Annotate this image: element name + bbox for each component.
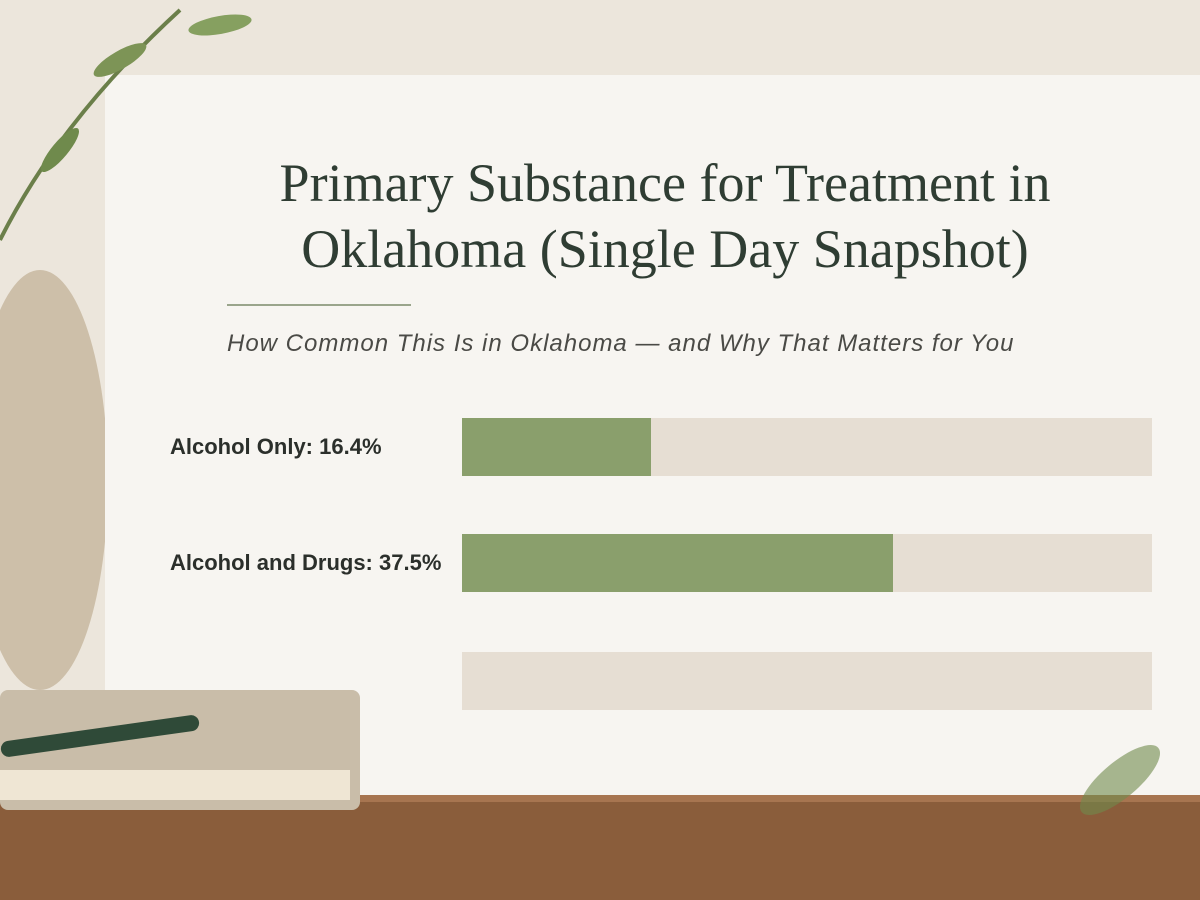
title-rule	[227, 304, 411, 306]
value-label: 37.5%	[379, 550, 442, 575]
leaf	[1079, 745, 1161, 815]
bar	[462, 534, 894, 592]
bar-track	[462, 534, 1152, 592]
category-label: Alcohol and Drugs:	[170, 550, 373, 575]
bar-track	[462, 652, 1152, 710]
category-label: Alcohol Only:	[170, 434, 313, 459]
chart-title: Primary Substance for Treatment in Oklah…	[279, 153, 1051, 279]
bar	[462, 418, 651, 476]
leaf	[40, 127, 80, 173]
bar-track	[462, 418, 1152, 476]
branch	[0, 8, 182, 241]
subtitle: How Common This Is in Oklahoma — and Why…	[227, 330, 1015, 357]
pen	[0, 715, 200, 757]
leaf	[188, 14, 252, 36]
bar-label: Alcohol and Drugs: 37.5%	[170, 534, 441, 592]
vase	[0, 270, 108, 690]
leaf	[93, 43, 147, 77]
bar-label: Alcohol Only: 16.4%	[170, 418, 382, 476]
value-label: 16.4%	[319, 434, 382, 459]
notebook-pages	[0, 770, 350, 800]
